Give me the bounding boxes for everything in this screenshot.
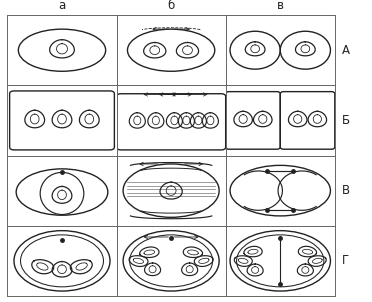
Text: В: В xyxy=(342,184,350,197)
Text: А: А xyxy=(342,44,350,57)
Text: Б: Б xyxy=(342,114,350,127)
Text: б: б xyxy=(167,0,175,12)
Text: Г: Г xyxy=(342,254,349,267)
Text: а: а xyxy=(58,0,65,12)
Text: в: в xyxy=(277,0,284,12)
